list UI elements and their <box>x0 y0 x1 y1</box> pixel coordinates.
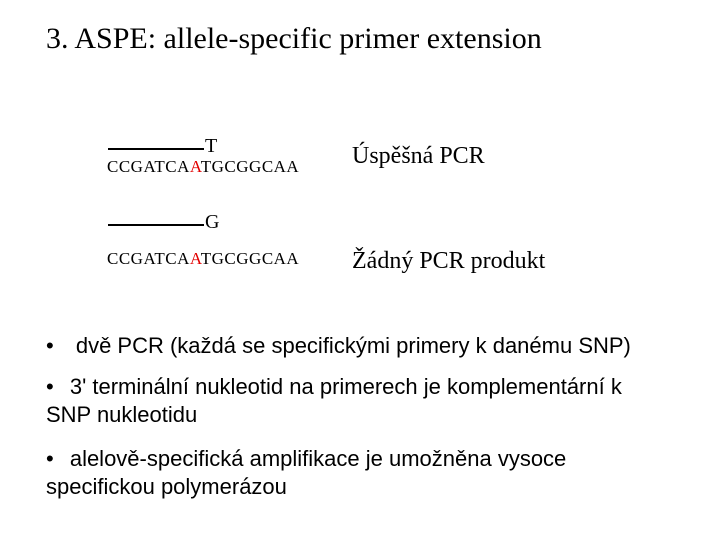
primer-terminal-base-2: G <box>205 211 219 234</box>
primer-line-1 <box>108 148 204 150</box>
primer-line-2 <box>108 224 204 226</box>
template-sequence-2: CCGATCAATGCGGCAA <box>107 249 299 269</box>
seq1-part0: CCGATCA <box>107 157 190 176</box>
bullet-row-1: • dvě PCR (každá se specifickými primery… <box>46 332 666 360</box>
template-sequence-1: CCGATCAATGCGGCAA <box>107 157 299 177</box>
bullet-dot-icon: • <box>46 373 54 401</box>
bullet-row-3: • alelově-specifická amplifikace je umož… <box>46 445 666 501</box>
slide-page: 3. ASPE: allele-specific primer extensio… <box>0 0 720 540</box>
bullet-dot-icon: • <box>46 332 54 360</box>
seq2-part0: CCGATCA <box>107 249 190 268</box>
seq1-part1: A <box>190 157 201 176</box>
seq2-part2: TGCGGCAA <box>201 249 299 268</box>
bullet-text-2: 3' terminální nukleotid na primerech je … <box>46 374 622 427</box>
page-title: 3. ASPE: allele-specific primer extensio… <box>46 22 542 56</box>
primer-terminal-base-1: T <box>205 135 217 158</box>
result-label-success: Úspěšná PCR <box>352 143 485 170</box>
seq2-part1: A <box>190 249 201 268</box>
seq1-part2: TGCGGCAA <box>201 157 299 176</box>
bullet-dot-icon: • <box>46 445 54 473</box>
bullet-row-2: • 3' terminální nukleotid na primerech j… <box>46 373 666 429</box>
bullet-text-3: alelově-specifická amplifikace je umožně… <box>46 446 566 499</box>
bullet-text-1: dvě PCR (každá se specifickými primery k… <box>76 333 631 358</box>
result-label-noproduct: Žádný PCR produkt <box>352 248 545 275</box>
